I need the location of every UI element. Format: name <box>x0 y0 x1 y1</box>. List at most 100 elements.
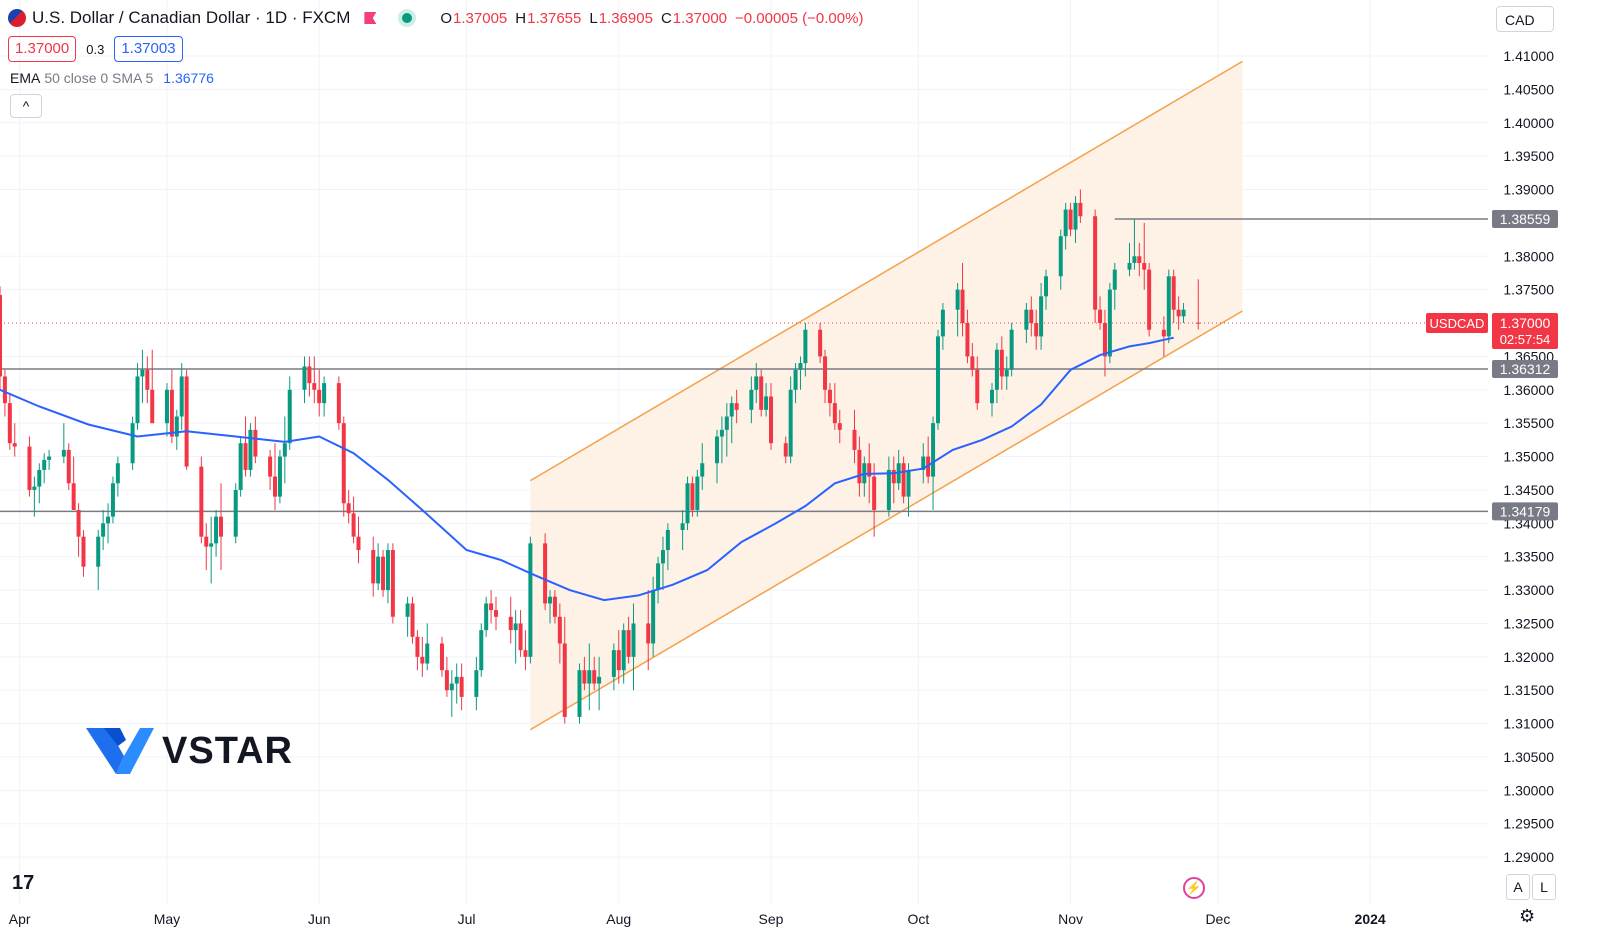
price-tick-label: 1.31500 <box>1503 682 1554 698</box>
candle-body <box>371 550 376 584</box>
candle-body <box>248 429 253 470</box>
channel-lower-line[interactable] <box>529 310 1243 731</box>
price-tick-label: 1.32500 <box>1503 615 1554 631</box>
level-price-label: 1.36312 <box>1500 361 1551 377</box>
candle-body <box>27 446 32 490</box>
candle-body <box>253 429 258 457</box>
buy-price-button[interactable]: 1.37003 <box>114 36 183 62</box>
trade-panel: 1.37000 0.3 1.37003 <box>8 36 183 62</box>
vstar-logo-icon <box>86 728 154 774</box>
candle-body <box>199 466 204 537</box>
candle-body <box>218 516 223 537</box>
price-tick-label: 1.33500 <box>1503 549 1554 565</box>
candle-body <box>71 483 76 510</box>
candle-body <box>769 396 774 444</box>
level-price-label-bg <box>1492 359 1558 378</box>
candle-body <box>209 543 214 547</box>
candle-body <box>803 329 808 364</box>
candle-body <box>135 376 140 424</box>
candle-body <box>307 366 312 384</box>
candle-body <box>754 376 759 390</box>
candle-body <box>76 509 81 537</box>
candle-body <box>425 643 430 664</box>
price-tick-label: 1.29500 <box>1503 816 1554 832</box>
candle-body <box>960 289 965 324</box>
settings-gear-icon[interactable]: ⚙ <box>1519 906 1536 926</box>
price-tick-label: 1.40500 <box>1503 81 1554 97</box>
candle-body <box>351 513 356 537</box>
candle-body <box>548 596 553 604</box>
channel-upper-line[interactable] <box>529 60 1243 482</box>
time-tick-label: Nov <box>1058 911 1083 927</box>
candle-body <box>1063 209 1068 237</box>
sell-price-button[interactable]: 1.37000 <box>8 36 77 62</box>
candle-body <box>729 403 734 417</box>
symbol-title[interactable]: U.S. Dollar / Canadian Dollar · 1D · FXC… <box>32 8 351 27</box>
candle-body <box>479 630 484 671</box>
candle-body <box>695 476 700 510</box>
indicator-name: EMA <box>10 70 41 86</box>
candle-body <box>1166 276 1171 337</box>
candle-body <box>474 670 479 697</box>
ohlc-value: 1.36905 <box>598 9 653 27</box>
candle-body <box>494 610 498 617</box>
candle-body <box>631 623 636 657</box>
tradingview-logo-icon[interactable]: 17 <box>12 872 35 894</box>
log-scale-button[interactable]: L <box>1532 874 1556 900</box>
candle-body <box>96 536 101 567</box>
price-tick-label: 1.40000 <box>1503 115 1554 131</box>
candle-body <box>1039 296 1044 337</box>
candle-body <box>150 389 155 424</box>
price-tick-label: 1.37500 <box>1503 282 1554 298</box>
candle-body <box>184 376 189 467</box>
price-tick-label: 1.30000 <box>1503 782 1554 798</box>
candle-body <box>233 489 238 537</box>
candle-body <box>2 376 7 404</box>
auto-scale-button[interactable]: A <box>1506 874 1530 900</box>
candle-body <box>410 603 415 637</box>
price-axis[interactable]: 1.41000 1.40500 1.40000 1.39500 1.39000 1.380… <box>1488 0 1600 952</box>
candle-body <box>970 356 975 370</box>
candle-body <box>385 550 390 591</box>
price-tick-label: 1.30500 <box>1503 749 1554 765</box>
candle-body <box>1004 369 1009 377</box>
price-tick-label: 1.39000 <box>1503 182 1554 198</box>
candle-body <box>975 369 980 404</box>
candle-body <box>823 356 828 390</box>
vstar-logo: VSTAR <box>86 726 293 776</box>
candle-body <box>827 389 832 404</box>
candle-body <box>1058 236 1063 277</box>
lightning-icon[interactable]: ⚡ <box>1183 877 1205 899</box>
alert-flag-icon[interactable] <box>364 12 377 24</box>
time-axis[interactable]: Apr May Jun Jul Aug Sep Oct Nov Dec 2024 <box>9 911 1386 927</box>
candle-body <box>749 389 754 410</box>
level-price-label: 1.38559 <box>1500 211 1551 227</box>
candle-body <box>935 336 940 424</box>
channel-fill <box>530 61 1243 730</box>
candle-body <box>169 389 174 437</box>
indicator-params: 50 close 0 SMA 5 <box>44 70 154 86</box>
time-tick-label: Sep <box>759 911 784 927</box>
currency-selector[interactable]: CAD <box>1496 6 1554 32</box>
ohlc-key: H <box>515 9 527 27</box>
candle-body <box>164 389 169 424</box>
indicator-legend[interactable]: EMA 50 close 0 SMA 5 1.36776 <box>10 70 214 86</box>
candle-body <box>243 443 248 470</box>
candle-body <box>454 676 459 684</box>
candle-body <box>341 423 346 504</box>
collapse-legend-button[interactable]: ^ <box>10 94 42 118</box>
candle-body <box>665 529 670 551</box>
ohlc-value: −0.00005 (−0.00%) <box>735 9 864 27</box>
candle-body <box>999 349 1004 377</box>
price-tick-label: 1.39500 <box>1503 148 1554 164</box>
candle-body <box>621 630 626 671</box>
horizontal-levels <box>0 218 1488 513</box>
candle-body <box>616 650 621 671</box>
price-tick-label: 1.34500 <box>1503 482 1554 498</box>
logo-text: VSTAR <box>162 729 293 772</box>
time-tick-label: Jul <box>458 911 476 927</box>
candle-body <box>1137 256 1142 263</box>
candle-body <box>1147 269 1152 330</box>
candle-body <box>204 536 209 547</box>
